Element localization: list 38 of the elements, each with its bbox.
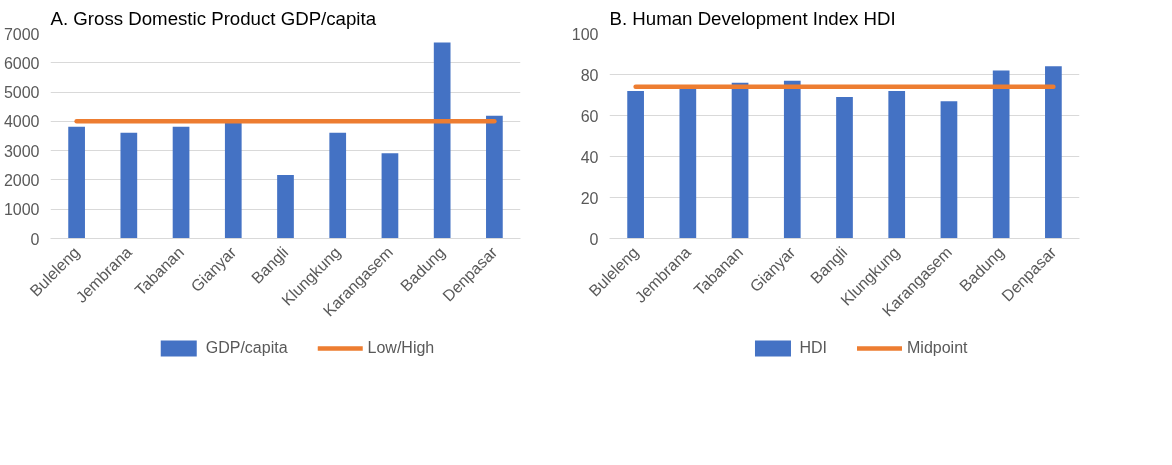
legend-label: HDI <box>799 339 828 357</box>
legend-label: Low/High <box>367 339 435 357</box>
bar <box>120 132 138 239</box>
bar <box>486 115 503 239</box>
y-tick-label: 7000 <box>3 25 40 43</box>
y-tick-label: 0 <box>589 230 599 248</box>
bar <box>888 90 906 239</box>
bar <box>172 126 190 239</box>
bar <box>679 88 697 239</box>
y-tick-label: 1000 <box>3 201 40 219</box>
y-tick-label: 3000 <box>3 142 40 160</box>
y-tick-label: 40 <box>580 148 599 166</box>
y-tick-label: 80 <box>580 66 599 84</box>
bar <box>627 90 644 239</box>
bar <box>940 101 958 239</box>
bar <box>1045 66 1062 239</box>
y-tick-label: 4000 <box>3 113 40 131</box>
bar <box>329 132 347 239</box>
chart-title: B. Human Development Index HDI <box>609 7 896 29</box>
bar <box>224 122 242 239</box>
y-tick-label: 100 <box>571 25 599 43</box>
y-tick-label: 20 <box>580 189 599 207</box>
chart-title: A. Gross Domestic Product GDP/capita <box>50 7 377 29</box>
bar <box>836 97 853 239</box>
y-tick-label: 6000 <box>3 54 40 72</box>
y-tick-label: 2000 <box>3 171 40 189</box>
y-tick-label: 60 <box>580 107 599 125</box>
bar <box>68 126 85 239</box>
legend-label: Midpoint <box>907 339 968 357</box>
y-tick-label: 0 <box>30 230 40 248</box>
bar <box>783 80 801 239</box>
y-tick-label: 5000 <box>3 84 40 102</box>
bar <box>433 42 451 239</box>
bar <box>381 153 399 239</box>
legend-label: GDP/capita <box>205 339 288 357</box>
bar <box>277 174 294 239</box>
bar <box>731 82 749 239</box>
bar <box>992 70 1010 239</box>
